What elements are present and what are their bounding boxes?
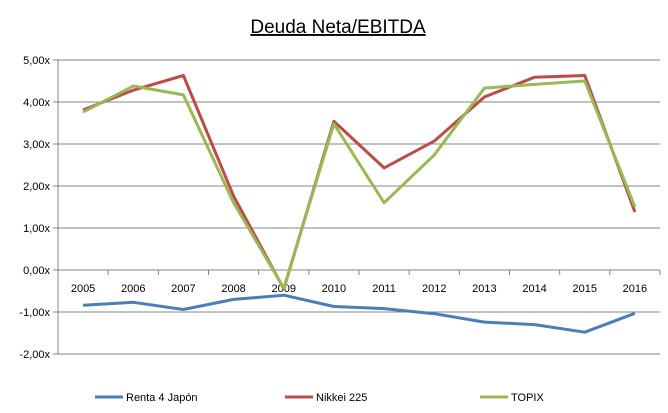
x-tick-label: 2011 (372, 283, 396, 295)
chart-title: Deuda Neta/EBITDA (250, 17, 426, 38)
y-tick-label: 4,00x (23, 97, 50, 109)
x-axis-tick-labels: 2005 2006 2007 2008 2009 2010 2011 2012 2013 2014… (71, 283, 647, 295)
y-tick-label: 1,00x (23, 223, 50, 235)
y-axis-tick-labels: -2,00x -1,00x 0,00x 1,00x 2,00x 3,00x 4,00x 5,0… (19, 55, 50, 361)
x-tick-label: 2015 (573, 283, 597, 295)
x-tick-label: 2010 (322, 283, 346, 295)
legend: Renta 4 Japón Nikkei 225 TOPIX (95, 392, 544, 404)
x-tick-label: 2006 (121, 283, 145, 295)
x-tick-label: 2008 (221, 283, 245, 295)
legend-label: TOPIX (511, 392, 544, 404)
y-tick-label: 5,00x (23, 55, 50, 67)
x-tick-label: 2013 (472, 283, 496, 295)
legend-label: Renta 4 Japón (126, 392, 198, 404)
x-tick-label: 2007 (171, 283, 195, 295)
legend-label: Nikkei 225 (316, 392, 367, 404)
y-tick-label: 2,00x (23, 181, 50, 193)
y-tick-label: 0,00x (23, 265, 50, 277)
series-line (83, 293, 636, 334)
y-tick-label: -2,00x (19, 349, 50, 361)
series-line (82, 79, 637, 290)
x-tick-label: 2016 (623, 283, 647, 295)
series-line (82, 74, 637, 291)
series-lines (82, 74, 637, 334)
gridlines (53, 59, 661, 355)
x-tick-label: 2014 (522, 283, 546, 295)
y-tick-label: -1,00x (19, 307, 50, 319)
x-tick-label: 2005 (71, 283, 95, 295)
y-tick-label: 3,00x (23, 139, 50, 151)
x-tick-label: 2012 (422, 283, 446, 295)
